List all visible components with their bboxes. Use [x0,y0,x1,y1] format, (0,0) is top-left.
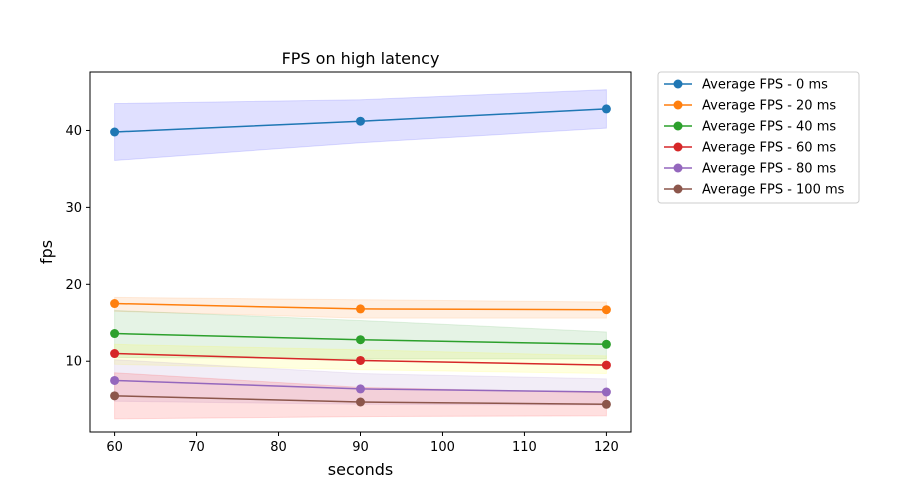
x-tick-label: 90 [352,440,369,455]
x-axis-ticks: 60 70 80 90 100 110 120 [106,432,619,455]
y-tick-label: 40 [65,124,82,139]
legend-label-3: Average FPS - 60 ms [702,141,836,156]
x-tick-label: 120 [594,440,619,455]
y-tick-label: 20 [65,278,82,293]
series-lines [110,104,611,409]
chart-title: FPS on high latency [282,49,440,68]
point-series-5-1 [356,397,365,407]
legend-label-1: Average FPS - 20 ms [702,99,836,114]
point-series-1-1 [356,304,365,314]
point-series-3-2 [601,360,611,370]
point-series-5-0 [110,391,120,401]
x-tick-label: 110 [512,440,537,455]
y-tick-label: 30 [65,201,82,216]
y-axis-label: fps [37,240,56,264]
point-series-4-0 [110,375,120,385]
point-series-0-0 [110,127,120,137]
legend-marker-2 [673,121,683,131]
legend-box [657,71,860,204]
legend-label-0: Average FPS - 0 ms [702,78,828,93]
legend-marker-4 [673,163,683,173]
point-series-2-0 [110,329,120,339]
legend-label-5: Average FPS - 100 ms [702,183,845,198]
point-series-1-0 [110,299,120,309]
point-series-1-2 [601,305,611,315]
legend-marker-3 [673,142,683,152]
y-tick-label: 10 [65,355,82,370]
y-axis-ticks: 10 20 30 40 [65,124,90,370]
point-series-4-2 [601,387,611,397]
x-axis-label: seconds [328,460,393,479]
point-series-2-2 [601,339,611,349]
point-series-0-1 [356,116,365,126]
legend-marker-1 [673,100,683,110]
legend-label-4: Average FPS - 80 ms [702,162,836,177]
plot-frame [89,71,632,433]
point-series-2-1 [356,335,365,345]
x-tick-label: 60 [106,440,123,455]
point-series-3-1 [356,355,365,365]
legend-marker-5 [673,184,683,194]
point-series-0-2 [601,104,611,114]
legend: Average FPS - 0 ms Average FPS - 20 ms Ave… [657,71,860,204]
legend-marker-0 [673,79,683,89]
point-series-3-0 [110,349,120,359]
x-tick-label: 70 [188,440,205,455]
x-tick-label: 100 [430,440,455,455]
point-series-4-1 [356,384,365,394]
x-tick-label: 80 [270,440,287,455]
point-series-5-2 [601,399,611,409]
legend-label-2: Average FPS - 40 ms [702,120,836,135]
